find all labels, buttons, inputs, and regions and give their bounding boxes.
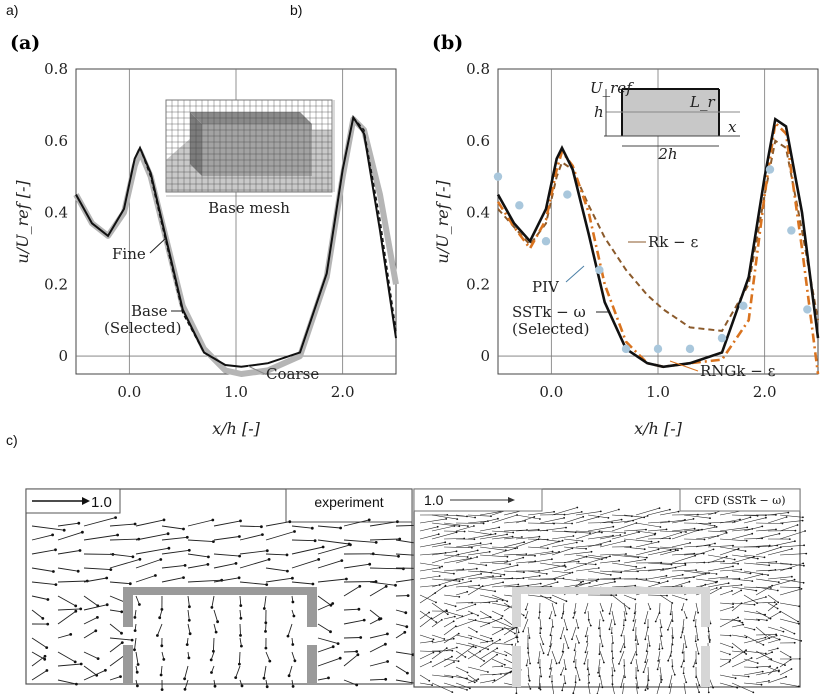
piv-point: [541, 237, 551, 246]
y-tick-label: 0.4: [44, 204, 68, 222]
piv-point: [621, 344, 631, 354]
x-tick-label: 0.0: [117, 383, 141, 401]
cfd-title: CFD (SSTk − ω): [694, 494, 785, 507]
vector-panel-experiment: 1.0 experiment: [25, 488, 429, 691]
series-base-selected--line: [75, 114, 397, 368]
annotation-rke: Rk − ε: [648, 233, 698, 251]
piv-point: [563, 190, 572, 199]
annotation-base: Base: [131, 302, 168, 320]
chart-a-ticks: 0.0 1.0 2.0 0.8 0.6 0.4 0.2 0: [44, 60, 354, 401]
chart-b-ylabel: u/U_ref [-]: [433, 180, 452, 264]
series-rngk--line: [496, 120, 820, 375]
inset-caption: Base mesh: [208, 199, 290, 217]
y-tick-label: 0.8: [466, 60, 490, 78]
annotation-sst-selected: (Selected): [512, 320, 589, 338]
base-mesh-inset: [165, 99, 335, 197]
panel-label-b: b): [290, 2, 303, 18]
chart-b-ticks: 0.0 1.0 2.0 0.8 0.6 0.4 0.2 0: [466, 60, 776, 401]
piv-point: [595, 265, 604, 275]
x-tick-label: 1.0: [646, 383, 670, 401]
piv-point: [717, 333, 727, 343]
inset-label-h: h: [594, 103, 604, 121]
x-tick-label: 0.0: [539, 383, 563, 401]
chart-a-ylabel: u/U_ref [-]: [13, 180, 32, 264]
geometry-inset: U_ref h L_r x 2h: [590, 79, 740, 163]
piv-point: [515, 201, 524, 210]
inset-label-2h: 2h: [657, 145, 677, 163]
annotation-fine-arrow: [149, 237, 167, 254]
x-tick-label: 2.0: [331, 383, 355, 401]
series-rk--line: [497, 139, 819, 332]
cfd-scale-label: 1.0: [424, 492, 444, 508]
annotation-fine: Fine: [112, 245, 146, 263]
annotation-selected: (Selected): [104, 319, 181, 337]
panel-label-c: c): [6, 432, 18, 448]
chart-b-panel-title: (b): [432, 32, 463, 54]
chart-b-series: [493, 117, 820, 375]
y-tick-label: 0.4: [466, 204, 490, 222]
y-tick-label: 0: [58, 347, 68, 365]
piv-point: [739, 301, 748, 311]
inset-label-lr: L_r: [689, 93, 715, 111]
annotation-rng-arrow: [669, 360, 699, 372]
annotation-coarse-arrow: [247, 365, 266, 375]
y-tick-label: 0: [480, 347, 490, 365]
y-tick-label: 0.2: [44, 275, 68, 293]
experiment-title: experiment: [314, 494, 383, 510]
chart-a-xlabel: x/h [-]: [212, 419, 260, 438]
annotation-piv: PIV: [532, 278, 560, 296]
chart-a-panel-title: (a): [10, 32, 40, 54]
x-tick-label: 2.0: [753, 383, 777, 401]
annotation-coarse: Coarse: [266, 365, 319, 383]
annotation-rng: RNGk − ε: [700, 362, 776, 380]
piv-point: [653, 344, 663, 354]
piv-point: [765, 165, 775, 174]
annotation-sst: SSTk − ω: [512, 303, 586, 321]
series-sstk-selected--line: [496, 117, 820, 369]
y-tick-label: 0.2: [466, 275, 490, 293]
x-tick-label: 1.0: [224, 383, 248, 401]
y-tick-label: 0.6: [466, 132, 490, 150]
piv-point: [803, 305, 812, 314]
y-tick-label: 0.6: [44, 132, 68, 150]
panel-label-a: a): [6, 2, 19, 18]
inset-label-uref: U_ref: [590, 79, 634, 97]
chart-a: (a) Base mesh 0.0 1.0 2.0 0.8 0.6 0.4 0.2 0 x/h…: [10, 32, 399, 438]
experiment-scale-label: 1.0: [91, 494, 112, 511]
chart-a-series: [73, 114, 399, 377]
inset-label-x: x: [728, 118, 737, 136]
chart-b: (b) U_ref h L_r x 2h 0.0 1.0 2.00.80.60.40…: [432, 32, 820, 438]
y-tick-label: 0.8: [44, 60, 68, 78]
piv-point: [493, 172, 503, 181]
annotation-piv-arrow: [565, 265, 585, 283]
vector-panel-cfd: 1.0 CFD (SSTk − ω): [413, 488, 808, 694]
piv-point: [685, 344, 695, 354]
chart-b-xlabel: x/h [-]: [634, 419, 682, 438]
piv-point: [787, 226, 796, 235]
